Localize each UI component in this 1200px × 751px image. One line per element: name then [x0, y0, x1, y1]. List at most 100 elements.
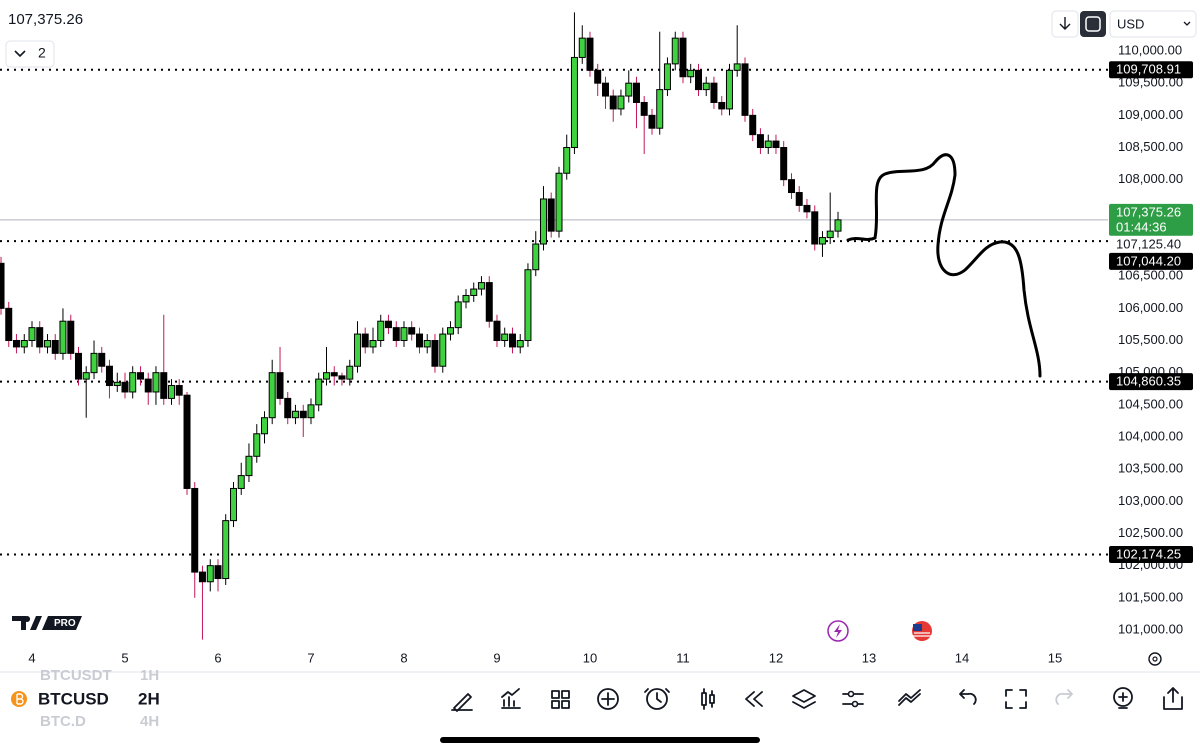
candle-body: [532, 243, 540, 271]
y-tick-label: 108,500.00: [1118, 139, 1183, 154]
candle-body: [361, 333, 369, 348]
candle-body: [160, 372, 168, 399]
home-indicator: [440, 737, 760, 743]
candle-body: [137, 372, 145, 380]
candle-body: [501, 333, 509, 342]
draw-tool[interactable]: [451, 693, 473, 712]
price-label-box: [1109, 61, 1193, 79]
candle-body: [408, 327, 416, 335]
candle-body: [167, 385, 175, 399]
candle-body: [268, 372, 276, 419]
price-label-box: [1109, 252, 1193, 270]
replay[interactable]: [745, 691, 763, 707]
interval[interactable]: 2H: [138, 689, 160, 708]
y-tick-label: 106,000.00: [1118, 300, 1183, 315]
candle-body: [718, 101, 726, 110]
candle-body: [59, 320, 67, 354]
candle-body: [462, 294, 470, 303]
candle-body: [625, 82, 633, 97]
candle-body: [493, 320, 501, 342]
x-tick-label: 5: [121, 650, 128, 665]
candle-body: [20, 340, 28, 348]
auto-scale-button[interactable]: [1080, 11, 1106, 37]
x-tick-label: 10: [583, 650, 597, 665]
candle-body: [28, 327, 36, 342]
scale-icon: [1085, 16, 1101, 32]
y-tick-label: 109,500.00: [1118, 75, 1183, 90]
candle-body: [384, 320, 392, 329]
share[interactable]: [1163, 687, 1183, 710]
alert[interactable]: [644, 688, 670, 710]
y-tick-label: 109,000.00: [1118, 107, 1183, 122]
marker-label: 107,125.40: [1116, 236, 1181, 251]
candle-body: [749, 114, 757, 136]
toggle-box[interactable]: [5, 40, 55, 68]
candle-body: [555, 172, 563, 232]
btc-glyph: [16, 693, 24, 705]
currency-select[interactable]: [1109, 10, 1197, 38]
symbol[interactable]: BTCUSD: [38, 689, 109, 708]
header-price: 107,375.26: [8, 11, 83, 28]
trend-tool[interactable]: [898, 689, 921, 706]
y-tick-label: 104,500.00: [1118, 396, 1183, 411]
candle-body: [609, 95, 617, 110]
y-tick-label: 108,000.00: [1118, 171, 1183, 186]
candle-body: [51, 340, 59, 354]
candle-body: [454, 301, 462, 329]
tv-logo: PRO: [12, 616, 82, 630]
candle-body: [330, 372, 338, 377]
candle-body: [524, 269, 532, 342]
x-tick-label: 15: [1048, 650, 1062, 665]
candle-body: [245, 455, 253, 477]
candle-body: [191, 487, 199, 573]
candle-body: [679, 37, 687, 78]
fullscreen[interactable]: [1005, 689, 1027, 709]
y-tick-label: 102,500.00: [1118, 525, 1183, 540]
undo[interactable]: [959, 689, 977, 705]
candle-body: [780, 147, 788, 181]
candle-body: [547, 198, 555, 232]
candle-body: [346, 365, 354, 380]
chart-type[interactable]: [701, 688, 715, 710]
candle-body: [663, 63, 671, 91]
candle-body: [826, 230, 834, 239]
settings-icon[interactable]: [1148, 652, 1162, 666]
candle-body: [98, 352, 106, 367]
price-label-box: [1109, 545, 1193, 563]
symbol-backdrop: [0, 685, 200, 715]
candle-body: [416, 333, 424, 348]
candle-body: [44, 340, 52, 348]
candle-body: [594, 69, 602, 84]
candle-body: [82, 372, 90, 380]
layouts[interactable]: [551, 690, 570, 709]
layers[interactable]: [792, 689, 816, 709]
currency: USD: [1117, 16, 1144, 31]
x-tick-label: 12: [769, 650, 783, 665]
indicators[interactable]: [501, 688, 521, 709]
candle-body: [113, 381, 121, 387]
candle-body: [198, 571, 206, 583]
candle-body: [818, 237, 826, 245]
candle-body: [121, 381, 129, 393]
candle-body: [834, 219, 842, 232]
ideas[interactable]: [1113, 687, 1133, 709]
candle-body: [67, 320, 75, 354]
indicator-toggle[interactable]: 2: [5, 40, 55, 68]
candle-body: [687, 69, 695, 78]
y-tick-label: 103,500.00: [1118, 461, 1183, 476]
candle-body: [5, 307, 13, 342]
candle-body: [230, 487, 238, 522]
candle-body: [470, 288, 478, 296]
add[interactable]: [597, 688, 619, 710]
chart-area: 101,000.00101,500.00102,000.00102,500.00…: [0, 12, 1193, 665]
candle-body: [431, 340, 439, 367]
redo[interactable]: [1055, 689, 1073, 705]
logo-mark: [12, 616, 42, 630]
candle-body: [129, 372, 137, 393]
y-tick-label: 106,500.00: [1118, 268, 1183, 283]
candle-body: [12, 340, 20, 348]
candle-body: [36, 327, 44, 348]
candle-body: [539, 198, 547, 245]
candle-body: [260, 417, 268, 435]
last-price-box: [1109, 203, 1193, 236]
